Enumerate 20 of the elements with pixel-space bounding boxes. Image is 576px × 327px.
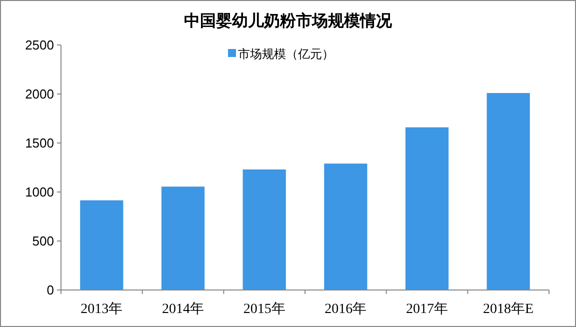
y-tick-label: 2500 (25, 38, 54, 52)
y-tick-label: 2000 (25, 86, 54, 102)
x-tick-label: 2013年 (80, 301, 123, 317)
legend-label: 市场规模（亿元） (238, 47, 334, 61)
bar (161, 186, 205, 290)
y-tick-label: 500 (32, 234, 54, 248)
y-tick-label: 1500 (25, 136, 54, 150)
x-tick-label: 2015年 (243, 301, 286, 317)
y-tick-label: 1000 (25, 184, 54, 200)
x-tick-label: 2014年 (162, 301, 204, 317)
bar (405, 127, 449, 290)
bar (242, 169, 286, 290)
y-tick-label: 0 (46, 282, 54, 298)
x-tick-label: 2016年 (324, 301, 367, 317)
x-tick-label: 2018年E (483, 301, 534, 317)
bar (486, 93, 530, 290)
bar (324, 164, 368, 290)
bar (80, 200, 124, 290)
chart-title: 中国婴幼儿奶粉市场规模情况 (184, 12, 393, 30)
x-tick-label: 2017年 (406, 301, 448, 317)
